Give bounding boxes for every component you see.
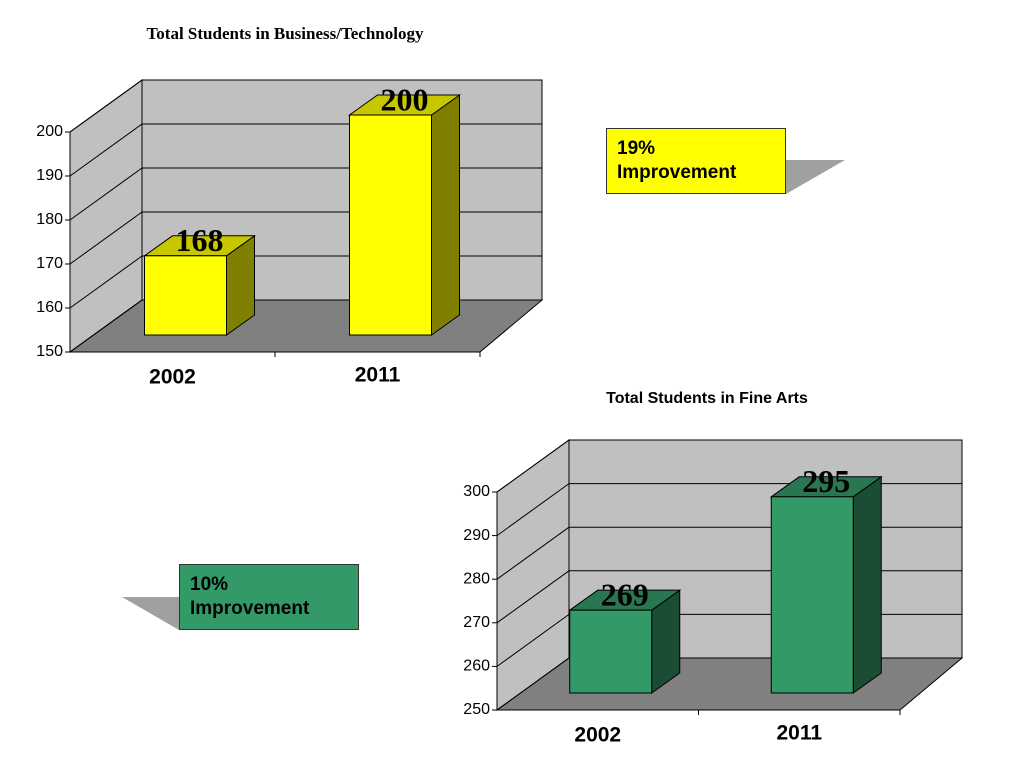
grid-line bbox=[69, 211, 143, 265]
bar-side bbox=[852, 475, 882, 694]
bar bbox=[569, 609, 653, 694]
grid-line bbox=[496, 657, 570, 711]
y-tick-label: 150 bbox=[36, 343, 63, 360]
x-tick-label: 2002 bbox=[574, 724, 621, 747]
grid-line bbox=[496, 483, 570, 537]
floor bbox=[68, 299, 544, 353]
y-tick-label: 290 bbox=[463, 527, 490, 544]
y-tick-label: 180 bbox=[36, 211, 63, 228]
value-label: 269 bbox=[601, 577, 649, 613]
y-tick-label: 260 bbox=[463, 658, 490, 675]
bar bbox=[144, 255, 227, 336]
grid-line bbox=[69, 167, 143, 221]
x-tick-label: 2011 bbox=[776, 722, 822, 745]
x-tick-label: 2011 bbox=[355, 364, 401, 387]
y-tick-label: 300 bbox=[463, 483, 490, 500]
grid-line bbox=[69, 255, 143, 309]
floor bbox=[495, 657, 964, 711]
chart-title: Total Students in Fine Arts bbox=[606, 390, 808, 407]
y-tick-label: 170 bbox=[36, 255, 63, 272]
y-tick-label: 250 bbox=[463, 701, 490, 718]
grid-line bbox=[69, 123, 143, 177]
grid-line bbox=[496, 439, 570, 493]
callout-shadow bbox=[786, 160, 845, 194]
y-tick-label: 200 bbox=[36, 123, 63, 140]
value-label: 295 bbox=[802, 463, 850, 499]
grid-line bbox=[69, 79, 143, 133]
callout: 10% Improvement bbox=[179, 564, 359, 630]
bar-side bbox=[431, 94, 460, 336]
value-label: 168 bbox=[176, 222, 224, 258]
y-tick-label: 280 bbox=[463, 570, 490, 587]
x-tick-label: 2002 bbox=[149, 366, 196, 389]
callout: 19% Improvement bbox=[606, 128, 786, 194]
bar bbox=[349, 114, 432, 336]
grid-line bbox=[496, 570, 570, 624]
y-tick-label: 190 bbox=[36, 167, 63, 184]
grid-line bbox=[496, 613, 570, 667]
grid-line bbox=[496, 526, 570, 580]
value-label: 200 bbox=[381, 81, 429, 117]
callout-shadow bbox=[122, 597, 179, 630]
bar bbox=[770, 496, 854, 694]
y-tick-label: 270 bbox=[463, 614, 490, 631]
grid-line bbox=[69, 299, 143, 353]
chart-title: Total Students in Business/Technology bbox=[147, 24, 424, 43]
y-tick-label: 160 bbox=[36, 299, 63, 316]
